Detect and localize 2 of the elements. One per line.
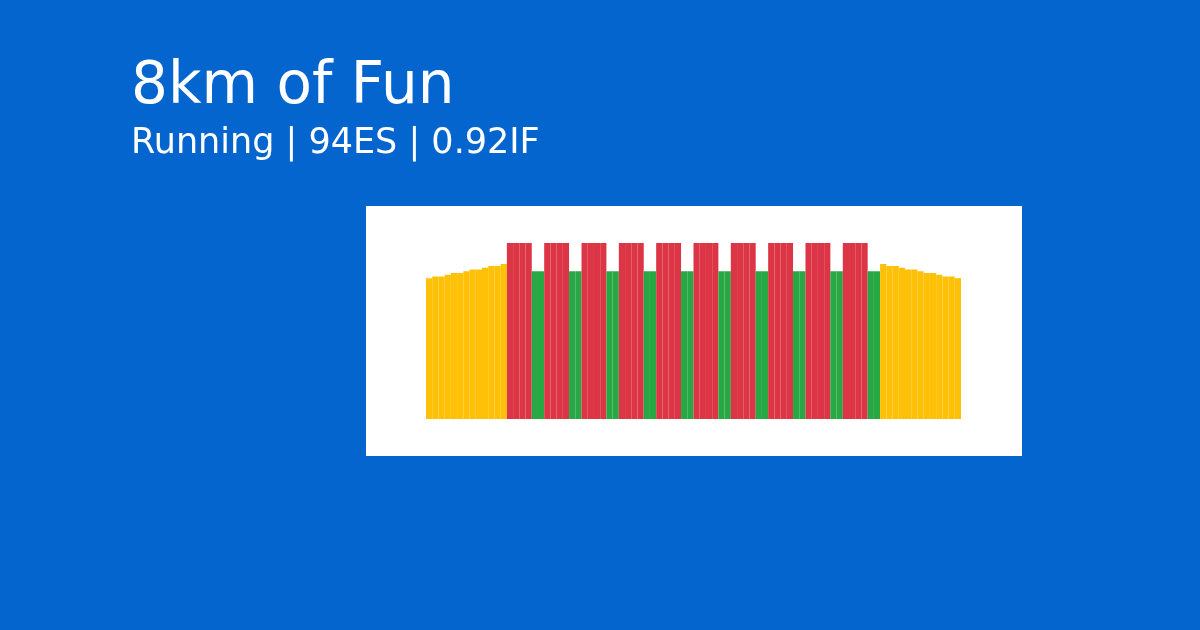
chart-subtitle: Running | 94ES | 0.92IF: [131, 121, 540, 162]
chart-title: 8km of Fun: [131, 49, 455, 117]
